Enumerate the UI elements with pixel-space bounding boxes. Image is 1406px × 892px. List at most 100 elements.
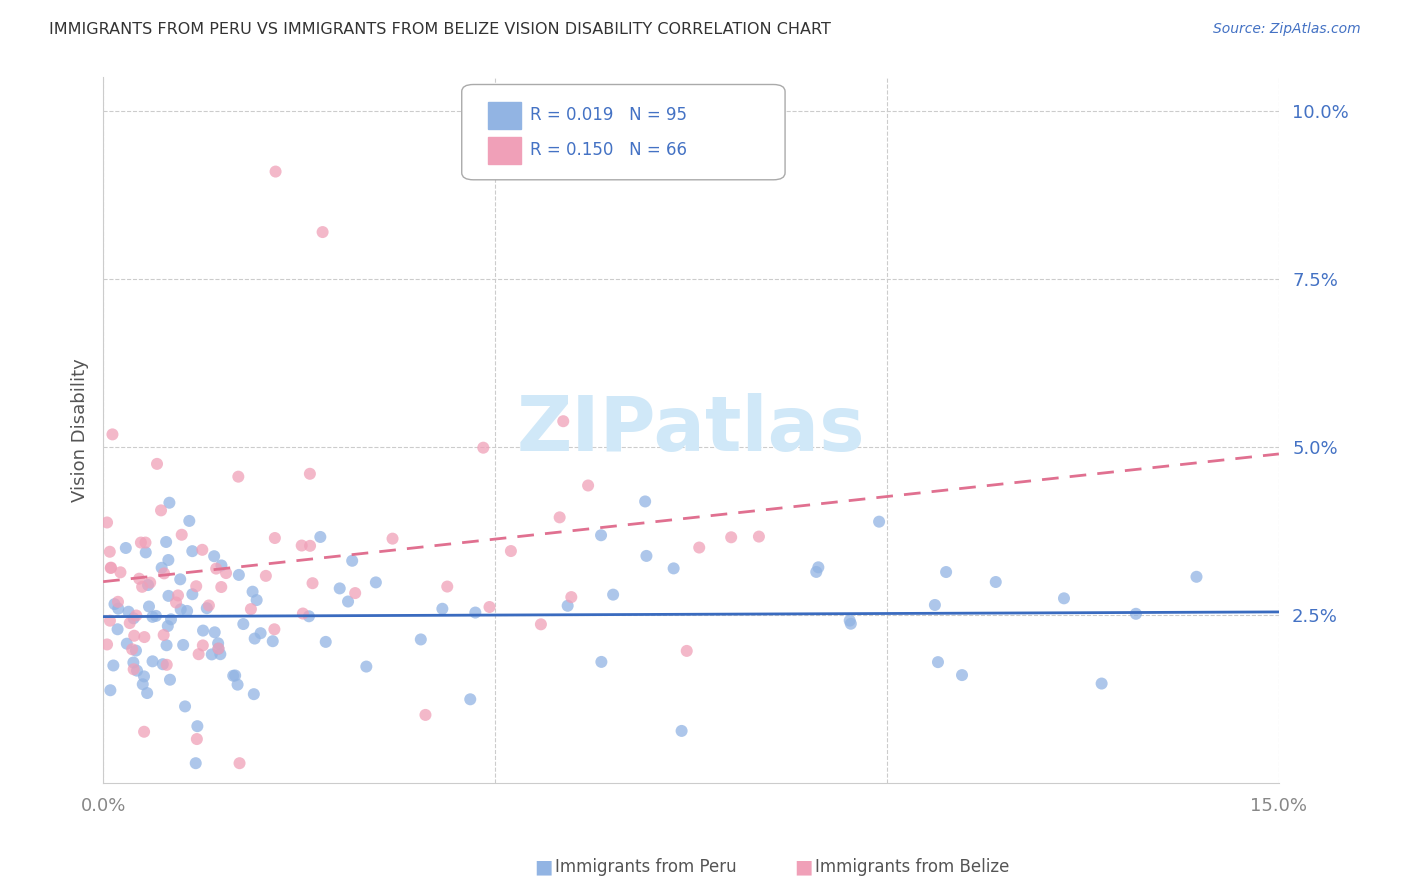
- Point: [381, 532, 404, 546]
- Point: [155, 535, 177, 549]
- Point: [186, 579, 208, 593]
- Point: [155, 638, 177, 652]
- Point: [170, 528, 193, 542]
- Point: [472, 441, 495, 455]
- Point: [262, 634, 284, 648]
- Point: [478, 599, 501, 614]
- Point: [98, 614, 121, 628]
- Point: [530, 617, 553, 632]
- Point: [132, 724, 155, 739]
- Point: [98, 683, 121, 698]
- Point: [122, 656, 145, 670]
- Point: [150, 561, 173, 575]
- Point: [557, 599, 579, 613]
- Point: [226, 678, 249, 692]
- Point: [96, 637, 118, 651]
- Point: [129, 535, 152, 549]
- Point: [115, 637, 138, 651]
- Text: R = 0.150   N = 66: R = 0.150 N = 66: [530, 141, 688, 159]
- Point: [207, 636, 229, 650]
- Point: [576, 478, 599, 492]
- Point: [157, 496, 180, 510]
- Point: [100, 561, 122, 575]
- Point: [136, 686, 159, 700]
- Point: [157, 589, 180, 603]
- Point: [591, 655, 613, 669]
- Text: ■: ■: [794, 857, 813, 877]
- Point: [315, 635, 337, 649]
- Point: [176, 604, 198, 618]
- Point: [291, 539, 314, 553]
- Point: [207, 641, 229, 656]
- Point: [464, 606, 486, 620]
- Point: [215, 566, 238, 580]
- Point: [602, 588, 624, 602]
- Text: ZIPatlas: ZIPatlas: [516, 393, 865, 467]
- Point: [100, 560, 122, 574]
- Point: [152, 657, 174, 672]
- Point: [156, 657, 179, 672]
- FancyBboxPatch shape: [461, 85, 785, 180]
- Point: [179, 514, 201, 528]
- Point: [340, 554, 363, 568]
- Point: [136, 578, 159, 592]
- Point: [243, 632, 266, 646]
- Point: [291, 607, 314, 621]
- Point: [107, 595, 129, 609]
- Point: [309, 530, 332, 544]
- Y-axis label: Vision Disability: Vision Disability: [72, 359, 89, 502]
- Point: [169, 572, 191, 586]
- Point: [146, 457, 169, 471]
- Point: [337, 594, 360, 608]
- Point: [96, 516, 118, 530]
- Point: [228, 469, 250, 483]
- Text: Immigrants from Belize: Immigrants from Belize: [815, 858, 1010, 876]
- Point: [924, 598, 946, 612]
- Point: [184, 756, 207, 771]
- Point: [128, 572, 150, 586]
- Point: [150, 503, 173, 517]
- Point: [107, 601, 129, 615]
- Point: [139, 575, 162, 590]
- Point: [298, 609, 321, 624]
- Point: [553, 414, 575, 428]
- Point: [134, 630, 156, 644]
- Point: [868, 515, 890, 529]
- Point: [103, 597, 125, 611]
- Point: [436, 580, 458, 594]
- Point: [181, 544, 204, 558]
- Point: [122, 662, 145, 676]
- Point: [228, 756, 250, 771]
- Point: [432, 601, 454, 615]
- Point: [263, 622, 285, 636]
- Point: [204, 625, 226, 640]
- Point: [191, 542, 214, 557]
- Text: Source: ZipAtlas.com: Source: ZipAtlas.com: [1213, 22, 1361, 37]
- Point: [132, 669, 155, 683]
- Point: [499, 544, 522, 558]
- Point: [249, 626, 271, 640]
- Point: [209, 580, 232, 594]
- Point: [156, 619, 179, 633]
- Point: [228, 568, 250, 582]
- Point: [132, 677, 155, 691]
- Point: [548, 510, 571, 524]
- Text: R = 0.019   N = 95: R = 0.019 N = 95: [530, 106, 688, 124]
- Point: [806, 565, 828, 579]
- Point: [1091, 676, 1114, 690]
- Point: [187, 647, 209, 661]
- Point: [160, 612, 183, 626]
- Point: [209, 647, 232, 661]
- Point: [186, 719, 208, 733]
- Point: [839, 616, 862, 631]
- Point: [1053, 591, 1076, 606]
- Text: ■: ■: [534, 857, 553, 877]
- Point: [935, 565, 957, 579]
- Point: [125, 643, 148, 657]
- Point: [807, 560, 830, 574]
- Point: [254, 569, 277, 583]
- Point: [239, 602, 262, 616]
- Point: [152, 628, 174, 642]
- Point: [101, 427, 124, 442]
- Bar: [488, 137, 520, 164]
